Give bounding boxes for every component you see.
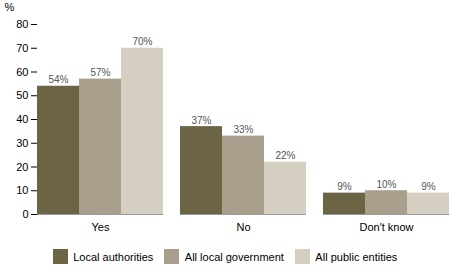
svg-text:57%: 57% — [90, 67, 110, 78]
svg-text:50: 50 — [16, 89, 28, 101]
svg-text:10: 10 — [16, 184, 28, 196]
html-text:All public entities: All public entities — [315, 250, 398, 263]
svg-text:20: 20 — [16, 161, 28, 173]
svg-text:60: 60 — [16, 66, 28, 78]
svg-text:70: 70 — [16, 42, 28, 54]
svg-text:0: 0 — [22, 208, 28, 220]
svg-text:70%: 70% — [132, 36, 152, 47]
svg-text:30: 30 — [16, 137, 28, 149]
svg-text:54%: 54% — [48, 74, 68, 85]
svg-text:Don't know: Don't know — [359, 221, 413, 233]
svg-text:%: % — [5, 1, 15, 13]
svg-text:No: No — [236, 221, 250, 233]
svg-text:10%: 10% — [376, 179, 396, 190]
svg-text:22%: 22% — [275, 150, 295, 161]
svg-text:9%: 9% — [421, 181, 436, 192]
svg-text:33%: 33% — [233, 124, 253, 135]
html-text:Local authorities: Local authorities — [73, 250, 154, 263]
svg-text:9%: 9% — [337, 181, 352, 192]
svg-text:80: 80 — [16, 18, 28, 30]
html-text:All local government: All local government — [184, 250, 284, 263]
svg-text:Yes: Yes — [92, 221, 110, 233]
svg-text:37%: 37% — [191, 115, 211, 126]
svg-text:40: 40 — [16, 113, 28, 125]
